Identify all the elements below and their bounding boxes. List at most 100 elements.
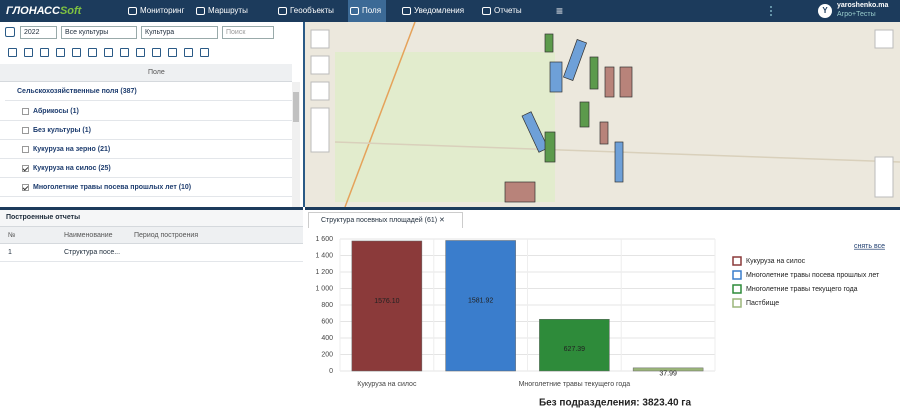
- nav-tab[interactable]: Уведомления: [400, 0, 469, 22]
- nav-tab[interactable]: Маршруты: [194, 0, 253, 22]
- checkbox[interactable]: [22, 127, 29, 134]
- nav-tab[interactable]: Мониторинг: [126, 0, 189, 22]
- group-select[interactable]: Культура: [141, 26, 218, 39]
- tree-item-label: Многолетние травы посева прошлых лет (10…: [33, 178, 191, 197]
- checkbox[interactable]: [22, 108, 29, 115]
- tool-icon[interactable]: [88, 48, 97, 57]
- tree-item-label: Кукуруза на силос (25): [33, 159, 111, 178]
- year-select[interactable]: 2022: [20, 26, 57, 39]
- user-name: yaroshenko.ma: [837, 2, 888, 9]
- logo: ГЛОНАССSoft: [6, 5, 81, 17]
- tree-root-label: Сельскохозяйственные поля (387): [5, 88, 137, 95]
- tool-icon[interactable]: [56, 48, 65, 57]
- legend-swatch: [733, 257, 741, 265]
- chart-footer: Без подразделения: 3823.40 га: [539, 398, 692, 409]
- reports-panel: Построенные отчеты № Наименование Период п…: [0, 207, 303, 409]
- tree-item[interactable]: Многолетние травы посева прошлых лет (10…: [0, 178, 292, 197]
- column-name: Поле: [148, 69, 165, 76]
- chart-panel: Структура посевных площадей (61) ✕ 02004…: [305, 207, 900, 409]
- tree-item-label: Без культуры (1): [33, 121, 91, 140]
- logo-text: ГЛОНАСС: [6, 5, 60, 17]
- reports-title: Построенные отчеты: [0, 210, 303, 226]
- tab-label: Поля: [362, 6, 381, 15]
- grid-header: № Наименование Период построения: [0, 226, 303, 244]
- column-header: Наименование: [64, 232, 113, 239]
- top-bar: ГЛОНАССSoft Мониторинг Маршруты Геообъекты…: [0, 0, 900, 22]
- tree-item[interactable]: Кукуруза на зерно (21): [0, 140, 292, 159]
- tree-root[interactable]: Сельскохозяйственные поля (387): [5, 82, 297, 101]
- value-label: 37.99: [659, 370, 677, 377]
- tree-item[interactable]: Без культуры (1): [0, 121, 292, 140]
- y-tick-label: 600: [321, 318, 333, 325]
- tool-icon[interactable]: [104, 48, 113, 57]
- tab-icon: [128, 7, 137, 15]
- tree-item[interactable]: Кукуруза на силос (25): [0, 159, 292, 178]
- filter-icon[interactable]: [5, 27, 15, 37]
- checkbox[interactable]: [22, 184, 29, 191]
- cell: 1: [8, 249, 12, 256]
- legend-label: Многолетние травы текущего года: [746, 286, 858, 293]
- tab-label: Мониторинг: [140, 6, 184, 15]
- checkbox[interactable]: [22, 165, 29, 172]
- nav-tab[interactable]: Геообъекты: [276, 0, 339, 22]
- org-name: Агро+Тесты: [837, 11, 876, 18]
- value-label: 1576.10: [374, 298, 399, 305]
- tab-label: Геообъекты: [290, 6, 334, 15]
- legend-label: Многолетние травы посева прошлых лет: [746, 272, 880, 279]
- x-tick-label: Кукуруза на силос: [357, 381, 417, 388]
- avatar[interactable]: Y: [818, 4, 832, 18]
- scrollbar[interactable]: [292, 82, 300, 207]
- tool-icon[interactable]: [136, 48, 145, 57]
- legend-swatch: [733, 285, 741, 293]
- tool-icon[interactable]: [72, 48, 81, 57]
- tool-icon[interactable]: [184, 48, 193, 57]
- value-label: 627.39: [564, 346, 586, 353]
- tool-icon[interactable]: [152, 48, 161, 57]
- tool-icon[interactable]: [120, 48, 129, 57]
- tool-icon[interactable]: [24, 48, 33, 57]
- grid-row[interactable]: 1 Структура посе...: [0, 244, 303, 262]
- checkbox[interactable]: [22, 146, 29, 153]
- y-tick-label: 800: [321, 302, 333, 309]
- nav-tab[interactable]: Отчеты: [480, 0, 527, 22]
- menu-icon[interactable]: ≡: [556, 4, 563, 18]
- bar: [446, 240, 516, 371]
- column-header: №: [8, 232, 16, 239]
- logo-soft: Soft: [60, 5, 81, 17]
- nav-tab[interactable]: Поля: [348, 0, 386, 22]
- tab-icon: [196, 7, 205, 15]
- tree-item-label: Кукуруза на зерно (21): [33, 140, 110, 159]
- column-header: Период построения: [134, 232, 198, 239]
- y-tick-label: 400: [321, 335, 333, 342]
- y-tick-label: 200: [321, 351, 333, 358]
- legend-swatch: [733, 271, 741, 279]
- crop-select[interactable]: Все культуры: [61, 26, 137, 39]
- column-header: Поле: [0, 64, 292, 82]
- tree-item-label: Абрикосы (1): [33, 102, 79, 121]
- cell: Структура посе...: [64, 249, 120, 256]
- tab-icon: [402, 7, 411, 15]
- y-tick-label: 1 200: [315, 269, 333, 276]
- tab-icon: [350, 7, 359, 15]
- legend-swatch: [733, 299, 741, 307]
- tool-icon[interactable]: [8, 48, 17, 57]
- y-tick-label: 1 000: [315, 285, 333, 292]
- tool-icon[interactable]: [168, 48, 177, 57]
- tab-label: Маршруты: [208, 6, 248, 15]
- tab-label: Отчеты: [494, 6, 522, 15]
- x-tick-label: Многолетние травы текущего года: [519, 381, 631, 388]
- tab-icon: [278, 7, 287, 15]
- map[interactable]: [305, 22, 900, 207]
- clear-all[interactable]: снять все: [854, 243, 885, 250]
- icons[interactable]: [770, 6, 800, 16]
- y-tick-label: 1 600: [315, 236, 333, 243]
- tab-label: Уведомления: [414, 6, 464, 15]
- tool-icon[interactable]: [40, 48, 49, 57]
- y-tick-label: 1 400: [315, 252, 333, 259]
- tree-item[interactable]: Абрикосы (1): [0, 102, 292, 121]
- tab-icon: [482, 7, 491, 15]
- search-input[interactable]: Поиск: [222, 26, 274, 39]
- fields-panel: 2022 Все культуры Культура Поиск Поле Се…: [0, 22, 305, 207]
- tool-icon[interactable]: [200, 48, 209, 57]
